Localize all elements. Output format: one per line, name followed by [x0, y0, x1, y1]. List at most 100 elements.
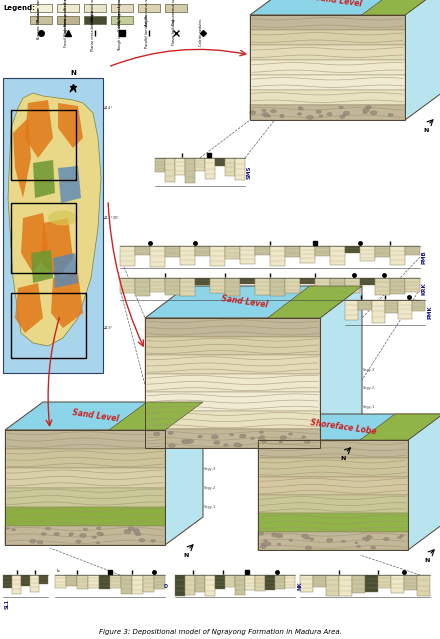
Text: N: N — [70, 70, 76, 76]
Text: N: N — [424, 558, 430, 563]
Bar — [145, 318, 320, 448]
Ellipse shape — [307, 115, 313, 119]
Ellipse shape — [367, 106, 371, 109]
Ellipse shape — [169, 443, 175, 447]
Ellipse shape — [355, 542, 358, 544]
Ellipse shape — [250, 437, 254, 440]
Ellipse shape — [239, 434, 246, 438]
Bar — [285, 246, 300, 257]
Ellipse shape — [76, 540, 81, 543]
Ellipse shape — [289, 433, 293, 435]
Bar — [365, 575, 378, 592]
Ellipse shape — [133, 528, 139, 532]
Bar — [404, 575, 417, 590]
Ellipse shape — [48, 210, 78, 226]
Ellipse shape — [304, 536, 310, 539]
Ellipse shape — [268, 115, 271, 117]
Bar — [250, 105, 405, 120]
Ellipse shape — [264, 115, 268, 117]
Ellipse shape — [327, 112, 332, 116]
Bar — [66, 575, 77, 587]
Bar — [258, 440, 408, 458]
Polygon shape — [268, 286, 362, 318]
Ellipse shape — [264, 542, 271, 546]
Bar — [165, 158, 175, 182]
Bar — [11, 293, 86, 358]
Bar — [111, 4, 133, 12]
Text: Burrows: Burrows — [37, 25, 41, 39]
Bar — [120, 278, 135, 293]
Ellipse shape — [237, 444, 242, 447]
Bar — [225, 246, 240, 259]
Ellipse shape — [128, 527, 134, 530]
Bar — [405, 246, 420, 255]
Bar — [57, 4, 79, 12]
Bar — [195, 278, 210, 284]
Ellipse shape — [80, 534, 86, 537]
Bar — [250, 15, 405, 120]
Ellipse shape — [367, 536, 372, 539]
Text: Hummocky sandstone: Hummocky sandstone — [118, 0, 122, 25]
Bar — [205, 575, 215, 596]
Bar — [30, 575, 39, 592]
Ellipse shape — [400, 535, 404, 537]
Bar — [398, 300, 412, 319]
Bar — [360, 278, 375, 284]
Text: Planar cross-bedding: Planar cross-bedding — [91, 13, 95, 50]
Text: Segy-3: Segy-3 — [204, 467, 216, 471]
Polygon shape — [405, 0, 440, 120]
Bar — [270, 246, 285, 266]
Text: PMK: PMK — [427, 305, 432, 320]
Ellipse shape — [280, 115, 284, 118]
Ellipse shape — [139, 539, 145, 542]
Ellipse shape — [326, 539, 333, 543]
Bar — [165, 246, 180, 257]
Ellipse shape — [309, 537, 314, 541]
Text: 113°: 113° — [104, 326, 114, 330]
Ellipse shape — [54, 532, 59, 535]
Bar — [132, 575, 143, 594]
Bar — [111, 16, 133, 24]
Bar — [5, 430, 165, 545]
Ellipse shape — [214, 441, 220, 445]
Bar — [145, 411, 320, 429]
Bar — [12, 575, 21, 594]
Bar — [175, 575, 185, 596]
Bar — [150, 278, 165, 292]
Bar — [315, 246, 330, 256]
Bar — [145, 337, 320, 355]
Bar — [300, 246, 315, 263]
Text: Shoreface Lobe: Shoreface Lobe — [309, 418, 377, 436]
Bar — [145, 374, 320, 392]
Bar — [250, 15, 405, 30]
Bar — [150, 246, 165, 267]
Polygon shape — [25, 100, 53, 158]
Ellipse shape — [305, 546, 312, 550]
Ellipse shape — [297, 112, 302, 115]
Bar — [215, 575, 225, 589]
Bar — [285, 575, 295, 588]
Polygon shape — [8, 93, 101, 346]
Bar — [375, 278, 390, 295]
Bar — [225, 158, 235, 176]
Polygon shape — [165, 402, 203, 545]
Bar — [145, 429, 320, 448]
Ellipse shape — [99, 533, 103, 536]
Bar — [3, 78, 103, 373]
Ellipse shape — [298, 107, 302, 109]
Text: SMS: SMS — [247, 166, 252, 179]
Bar — [315, 278, 330, 295]
Bar — [417, 575, 430, 596]
Bar — [5, 507, 165, 526]
Bar — [358, 300, 372, 310]
Bar — [360, 246, 375, 261]
Ellipse shape — [366, 105, 371, 109]
Bar — [391, 575, 404, 593]
Ellipse shape — [276, 534, 283, 538]
Ellipse shape — [301, 436, 306, 438]
Bar — [145, 429, 320, 448]
Bar — [258, 495, 408, 513]
Text: Segy-2: Segy-2 — [363, 386, 375, 390]
Ellipse shape — [259, 431, 264, 433]
Text: N: N — [423, 128, 429, 133]
